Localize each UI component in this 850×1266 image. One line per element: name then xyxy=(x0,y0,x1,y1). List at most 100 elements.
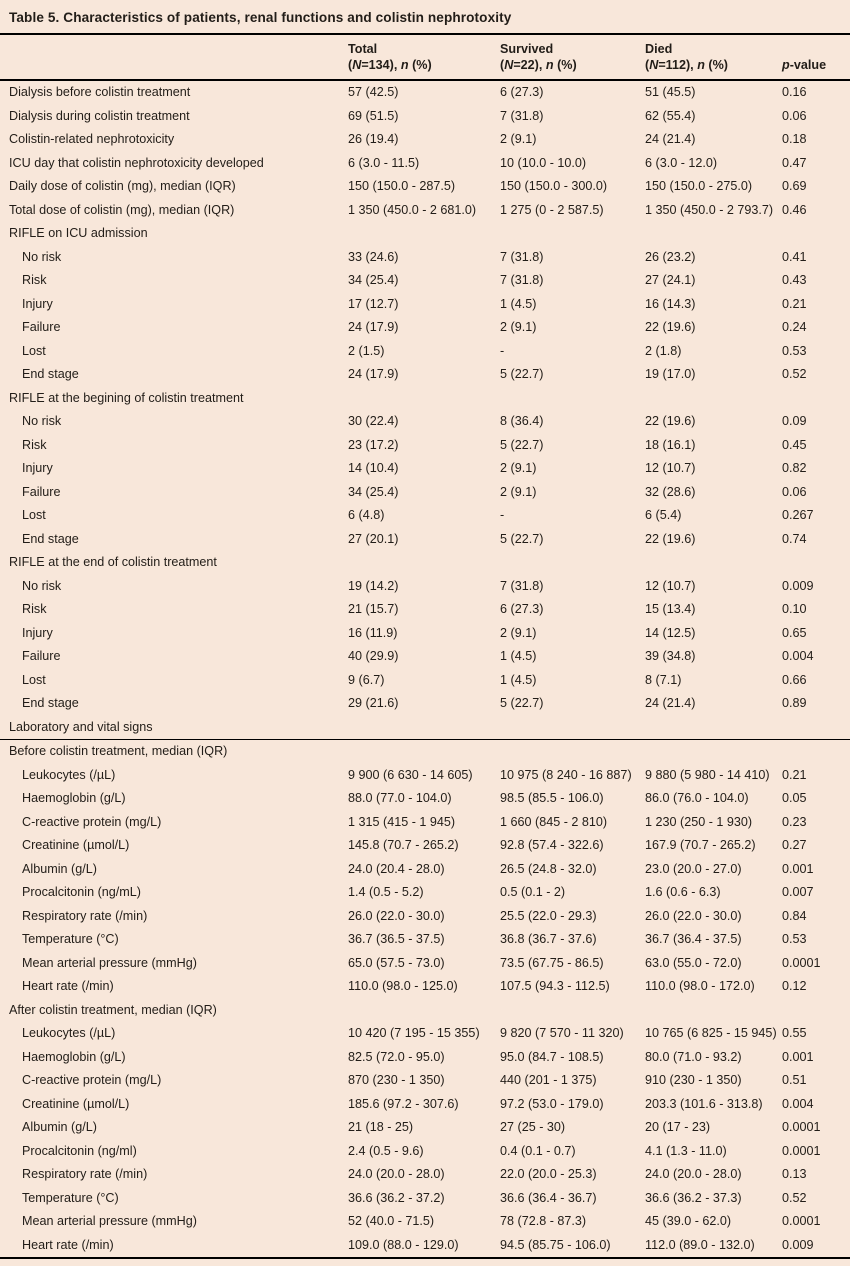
row-label: Failure xyxy=(22,484,61,499)
p-value: 0.004 xyxy=(782,649,814,664)
value-died: 23.0 (20.0 - 27.0) xyxy=(645,861,742,876)
value-total: 109.0 (88.0 - 129.0) xyxy=(348,1237,459,1252)
p-value: 0.12 xyxy=(782,979,807,994)
value-survived: 26.5 (24.8 - 32.0) xyxy=(500,861,597,876)
table-row: Lost 9 (6.7) 1 (4.5) 8 (7.1) 0.66 xyxy=(8,668,842,692)
p-value: 0.53 xyxy=(782,343,807,358)
p-value: 0.18 xyxy=(782,132,807,147)
value-survived: 6 (27.3) xyxy=(500,85,544,100)
p-value: 0.43 xyxy=(782,273,807,288)
p-value: 0.06 xyxy=(782,484,807,499)
value-total: 30 (22.4) xyxy=(348,414,399,429)
value-died: 24.0 (20.0 - 28.0) xyxy=(645,1167,742,1182)
table-row: Haemoglobin (g/L) 82.5 (72.0 - 95.0) 95.0 … xyxy=(8,1045,842,1069)
row-label: Leukocytes (/µL) xyxy=(22,1026,116,1041)
table-row: Respiratory rate (/min) 26.0 (22.0 - 30.0… xyxy=(8,904,842,928)
value-survived: - xyxy=(500,508,505,523)
value-total: 34 (25.4) xyxy=(348,484,399,499)
value-total: 36.7 (36.5 - 37.5) xyxy=(348,932,445,947)
row-label: Injury xyxy=(22,296,53,311)
value-total: 36.6 (36.2 - 37.2) xyxy=(348,1190,445,1205)
row-label: Haemoglobin (g/L) xyxy=(22,791,126,806)
row-label: Creatinine (µmol/L) xyxy=(22,838,130,853)
p-value: 0.23 xyxy=(782,814,807,829)
value-total: 65.0 (57.5 - 73.0) xyxy=(348,955,445,970)
value-died: 203.3 (101.6 - 313.8) xyxy=(645,1096,763,1111)
table-row: Mean arterial pressure (mmHg) 52 (40.0 - … xyxy=(8,1210,842,1234)
table-row: Colistin-related nephrotoxicity 26 (19.4)… xyxy=(8,128,842,152)
p-value: 0.0001 xyxy=(782,1143,821,1158)
value-died: 80.0 (71.0 - 93.2) xyxy=(645,1049,742,1064)
value-total: 26 (19.4) xyxy=(348,132,399,147)
table-row: Creatinine (µmol/L) 185.6 (97.2 - 307.6) 9… xyxy=(8,1092,842,1116)
value-survived: 25.5 (22.0 - 29.3) xyxy=(500,908,597,923)
row-label: Failure xyxy=(22,649,61,664)
value-died: 39 (34.8) xyxy=(645,649,696,664)
row-label: C-reactive protein (mg/L) xyxy=(22,1073,162,1088)
value-died: 26 (23.2) xyxy=(645,249,696,264)
value-total: 21 (18 - 25) xyxy=(348,1120,414,1135)
row-label: End stage xyxy=(22,696,79,711)
row-label: End stage xyxy=(22,367,79,382)
value-total: 23 (17.2) xyxy=(348,437,399,452)
table-body: Dialysis before colistin treatment 57 (42… xyxy=(0,81,850,1257)
table-row: Albumin (g/L) 24.0 (20.4 - 28.0) 26.5 (24.… xyxy=(8,857,842,881)
section-rule xyxy=(0,738,850,740)
value-total: 1.4 (0.5 - 5.2) xyxy=(348,885,424,900)
row-label: Colistin-related nephrotoxicity xyxy=(9,132,175,147)
value-died: 19 (17.0) xyxy=(645,367,696,382)
value-survived: 5 (22.7) xyxy=(500,367,544,382)
row-label: Heart rate (/min) xyxy=(22,1237,114,1252)
value-died: 22 (19.6) xyxy=(645,320,696,335)
row-label: Procalcitonin (ng/mL) xyxy=(22,885,141,900)
value-survived: 10 975 (8 240 - 16 887) xyxy=(500,767,632,782)
value-died: 1 350 (450.0 - 2 793.7) xyxy=(645,202,774,217)
value-total: 6 (4.8) xyxy=(348,508,385,523)
value-survived: 22.0 (20.0 - 25.3) xyxy=(500,1167,597,1182)
row-label: Lost xyxy=(22,672,46,687)
value-survived: 1 (4.5) xyxy=(500,296,537,311)
value-total: 24 (17.9) xyxy=(348,367,399,382)
table-row: Heart rate (/min) 110.0 (98.0 - 125.0) 107… xyxy=(8,975,842,999)
table-row: Lost 2 (1.5) - 2 (1.8) 0.53 xyxy=(8,339,842,363)
p-value: 0.65 xyxy=(782,625,807,640)
table-row: No risk 33 (24.6) 7 (31.8) 26 (23.2) 0.41 xyxy=(8,245,842,269)
table-row: Total dose of colistin (mg), median (IQR… xyxy=(8,198,842,222)
value-survived: 2 (9.1) xyxy=(500,132,537,147)
value-died: 12 (10.7) xyxy=(645,578,696,593)
table-row: Procalcitonin (ng/mL) 1.4 (0.5 - 5.2) 0.5 … xyxy=(8,881,842,905)
row-label: Risk xyxy=(22,437,47,452)
row-label: Lost xyxy=(22,508,46,523)
value-died: 22 (19.6) xyxy=(645,414,696,429)
table-row: Heart rate (/min) 109.0 (88.0 - 129.0) 94.… xyxy=(8,1233,842,1257)
value-survived: 2 (9.1) xyxy=(500,320,537,335)
table-row: Leukocytes (/µL) 9 900 (6 630 - 14 605) 10… xyxy=(8,763,842,787)
value-survived: 9 820 (7 570 - 11 320) xyxy=(500,1026,624,1041)
row-label: Injury xyxy=(22,625,53,640)
value-total: 145.8 (70.7 - 265.2) xyxy=(348,838,459,853)
row-label: Laboratory and vital signs xyxy=(9,719,153,734)
value-died: 1.6 (0.6 - 6.3) xyxy=(645,885,721,900)
p-value: 0.004 xyxy=(782,1096,814,1111)
value-survived: 107.5 (94.3 - 112.5) xyxy=(500,979,610,994)
p-value: 0.84 xyxy=(782,908,807,923)
table-row: Failure 40 (29.9) 1 (4.5) 39 (34.8) 0.004 xyxy=(8,645,842,669)
value-total: 2.4 (0.5 - 9.6) xyxy=(348,1143,424,1158)
value-total: 21 (15.7) xyxy=(348,602,399,617)
row-label: Total dose of colistin (mg), median (IQR… xyxy=(9,202,235,217)
table-row: Injury 14 (10.4) 2 (9.1) 12 (10.7) 0.82 xyxy=(8,457,842,481)
value-died: 2 (1.8) xyxy=(645,343,682,358)
value-total: 26.0 (22.0 - 30.0) xyxy=(348,908,445,923)
row-label: Respiratory rate (/min) xyxy=(22,1167,148,1182)
value-died: 24 (21.4) xyxy=(645,132,696,147)
value-died: 27 (24.1) xyxy=(645,273,696,288)
p-value: 0.16 xyxy=(782,85,807,100)
p-value: 0.267 xyxy=(782,508,814,523)
table-row: End stage 24 (17.9) 5 (22.7) 19 (17.0) 0.52 xyxy=(8,363,842,387)
section-row: Laboratory and vital signs xyxy=(8,715,842,739)
value-survived: 8 (36.4) xyxy=(500,414,544,429)
value-died: 20 (17 - 23) xyxy=(645,1120,711,1135)
p-value: 0.52 xyxy=(782,367,807,382)
p-value: 0.66 xyxy=(782,672,807,687)
row-label: Lost xyxy=(22,343,46,358)
